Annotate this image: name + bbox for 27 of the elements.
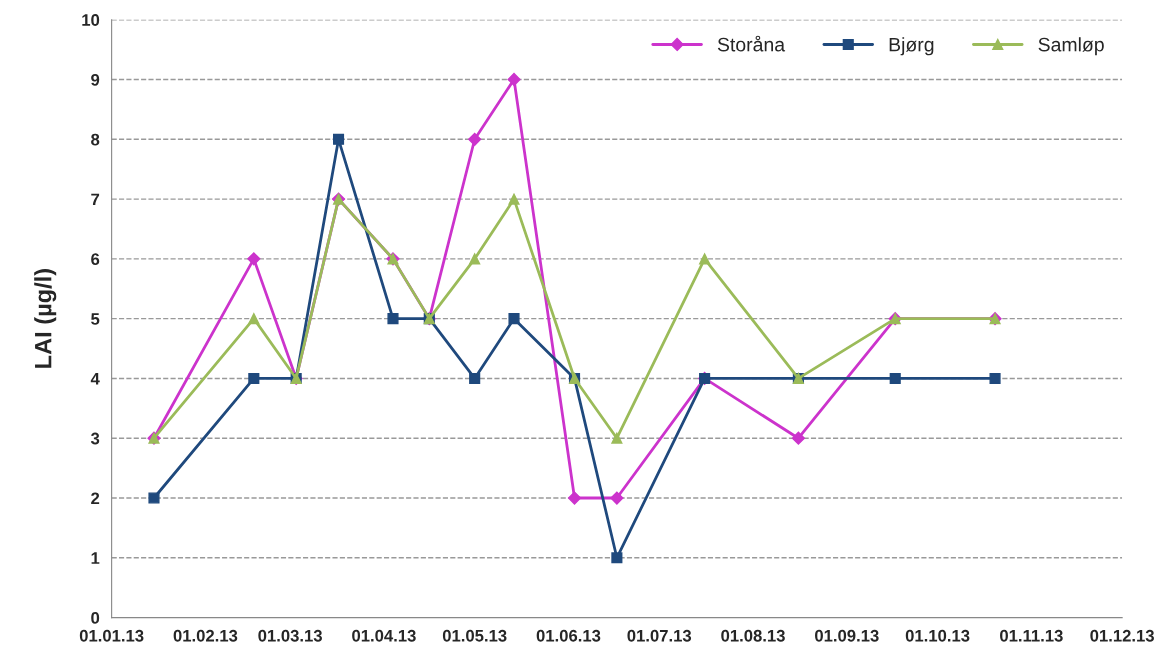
x-tick-label: 01.01.13 — [79, 629, 144, 642]
x-tick-label: 01.06.13 — [536, 629, 601, 642]
x-tick-label: 01.04.13 — [352, 629, 416, 642]
x-tick-label: 01.02.13 — [173, 629, 238, 642]
x-tick-label: 01.03.13 — [258, 629, 322, 642]
y-tick-label: 7 — [91, 193, 100, 206]
y-axis-title: LAI (µg/l) — [34, 269, 57, 368]
y-tick-label: 1 — [91, 552, 100, 564]
legend-label: Storåna — [717, 35, 786, 52]
x-tick-label: 01.12.13 — [1090, 629, 1154, 642]
y-tick-label: 5 — [91, 313, 100, 325]
y-tick-label: 3 — [90, 432, 100, 445]
y-tick-label: 0 — [91, 611, 100, 624]
legend-label: Samløp — [1038, 37, 1104, 56]
y-tick-label: 6 — [91, 253, 100, 266]
x-tick-label: 01.07.13 — [627, 629, 692, 642]
y-tick-label: 9 — [91, 73, 100, 86]
legend-label: Bjørg — [889, 37, 934, 56]
x-tick-label: 01.09.13 — [815, 629, 879, 642]
y-tick-label: 8 — [91, 133, 100, 146]
x-tick-label: 01.08.13 — [721, 629, 785, 642]
x-tick-label: 01.10.13 — [905, 629, 970, 642]
y-tick-label: 10 — [82, 14, 100, 26]
y-tick-label: 4 — [90, 373, 100, 385]
x-tick-label: 01.11.13 — [1000, 629, 1063, 642]
x-tick-label: 01.05.13 — [442, 629, 507, 642]
y-tick-label: 2 — [91, 492, 100, 505]
